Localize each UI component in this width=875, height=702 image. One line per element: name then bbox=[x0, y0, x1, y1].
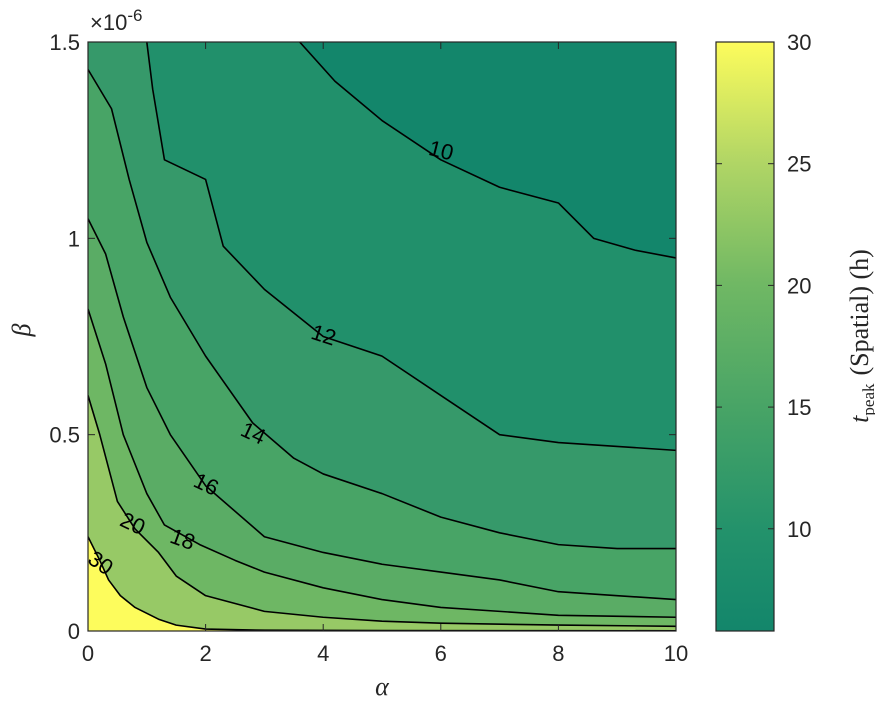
x-tick-label: 2 bbox=[199, 641, 211, 666]
y-tick-label: 1.5 bbox=[49, 30, 80, 55]
colorbar-tick-label: 10 bbox=[787, 517, 811, 542]
x-axis-ticks: 0 2 4 6 8 10 bbox=[82, 42, 688, 666]
contour-fill-14 bbox=[88, 69, 676, 631]
colorbar-ticks: 10 15 20 25 30 bbox=[716, 30, 811, 542]
x-tick-label: 4 bbox=[317, 641, 329, 666]
y-axis-label: β bbox=[7, 323, 36, 337]
colorbar-label: tpeak(Spatial) (h) bbox=[845, 249, 875, 423]
plot-frame bbox=[87, 41, 677, 632]
contour-fill-16 bbox=[88, 218, 676, 631]
y-tick-label: 1 bbox=[68, 226, 80, 251]
x-tick-label: 6 bbox=[435, 641, 447, 666]
colorbar-tick-label: 20 bbox=[787, 273, 811, 298]
y-axis-ticks: 0 0.5 1 1.5 bbox=[49, 30, 676, 644]
contour-label-10: 10 bbox=[426, 135, 456, 165]
y-exponent-label: ×10-6 bbox=[90, 6, 142, 35]
y-tick-label: 0.5 bbox=[49, 423, 80, 448]
y-tick-label: 0 bbox=[68, 619, 80, 644]
x-tick-label: 0 bbox=[82, 641, 94, 666]
contour-line-20 bbox=[88, 395, 676, 628]
x-tick-label: 8 bbox=[552, 641, 564, 666]
colorbar-tick-label: 15 bbox=[787, 395, 811, 420]
colorbar bbox=[715, 41, 775, 632]
contour-line-12 bbox=[146, 42, 676, 452]
contour-line-16 bbox=[88, 218, 676, 601]
contour-fill-20 bbox=[88, 395, 676, 631]
contour-line-10 bbox=[299, 42, 676, 259]
contour-fill-30 bbox=[88, 536, 676, 631]
x-tick-label: 10 bbox=[664, 641, 688, 666]
colorbar-tick-label: 30 bbox=[787, 30, 811, 55]
contour-fills bbox=[88, 42, 676, 631]
colorbar-tick-label: 25 bbox=[787, 152, 811, 177]
x-axis-label: α bbox=[375, 672, 390, 701]
contour-line-14 bbox=[88, 69, 676, 550]
contour-line-18 bbox=[88, 308, 676, 619]
